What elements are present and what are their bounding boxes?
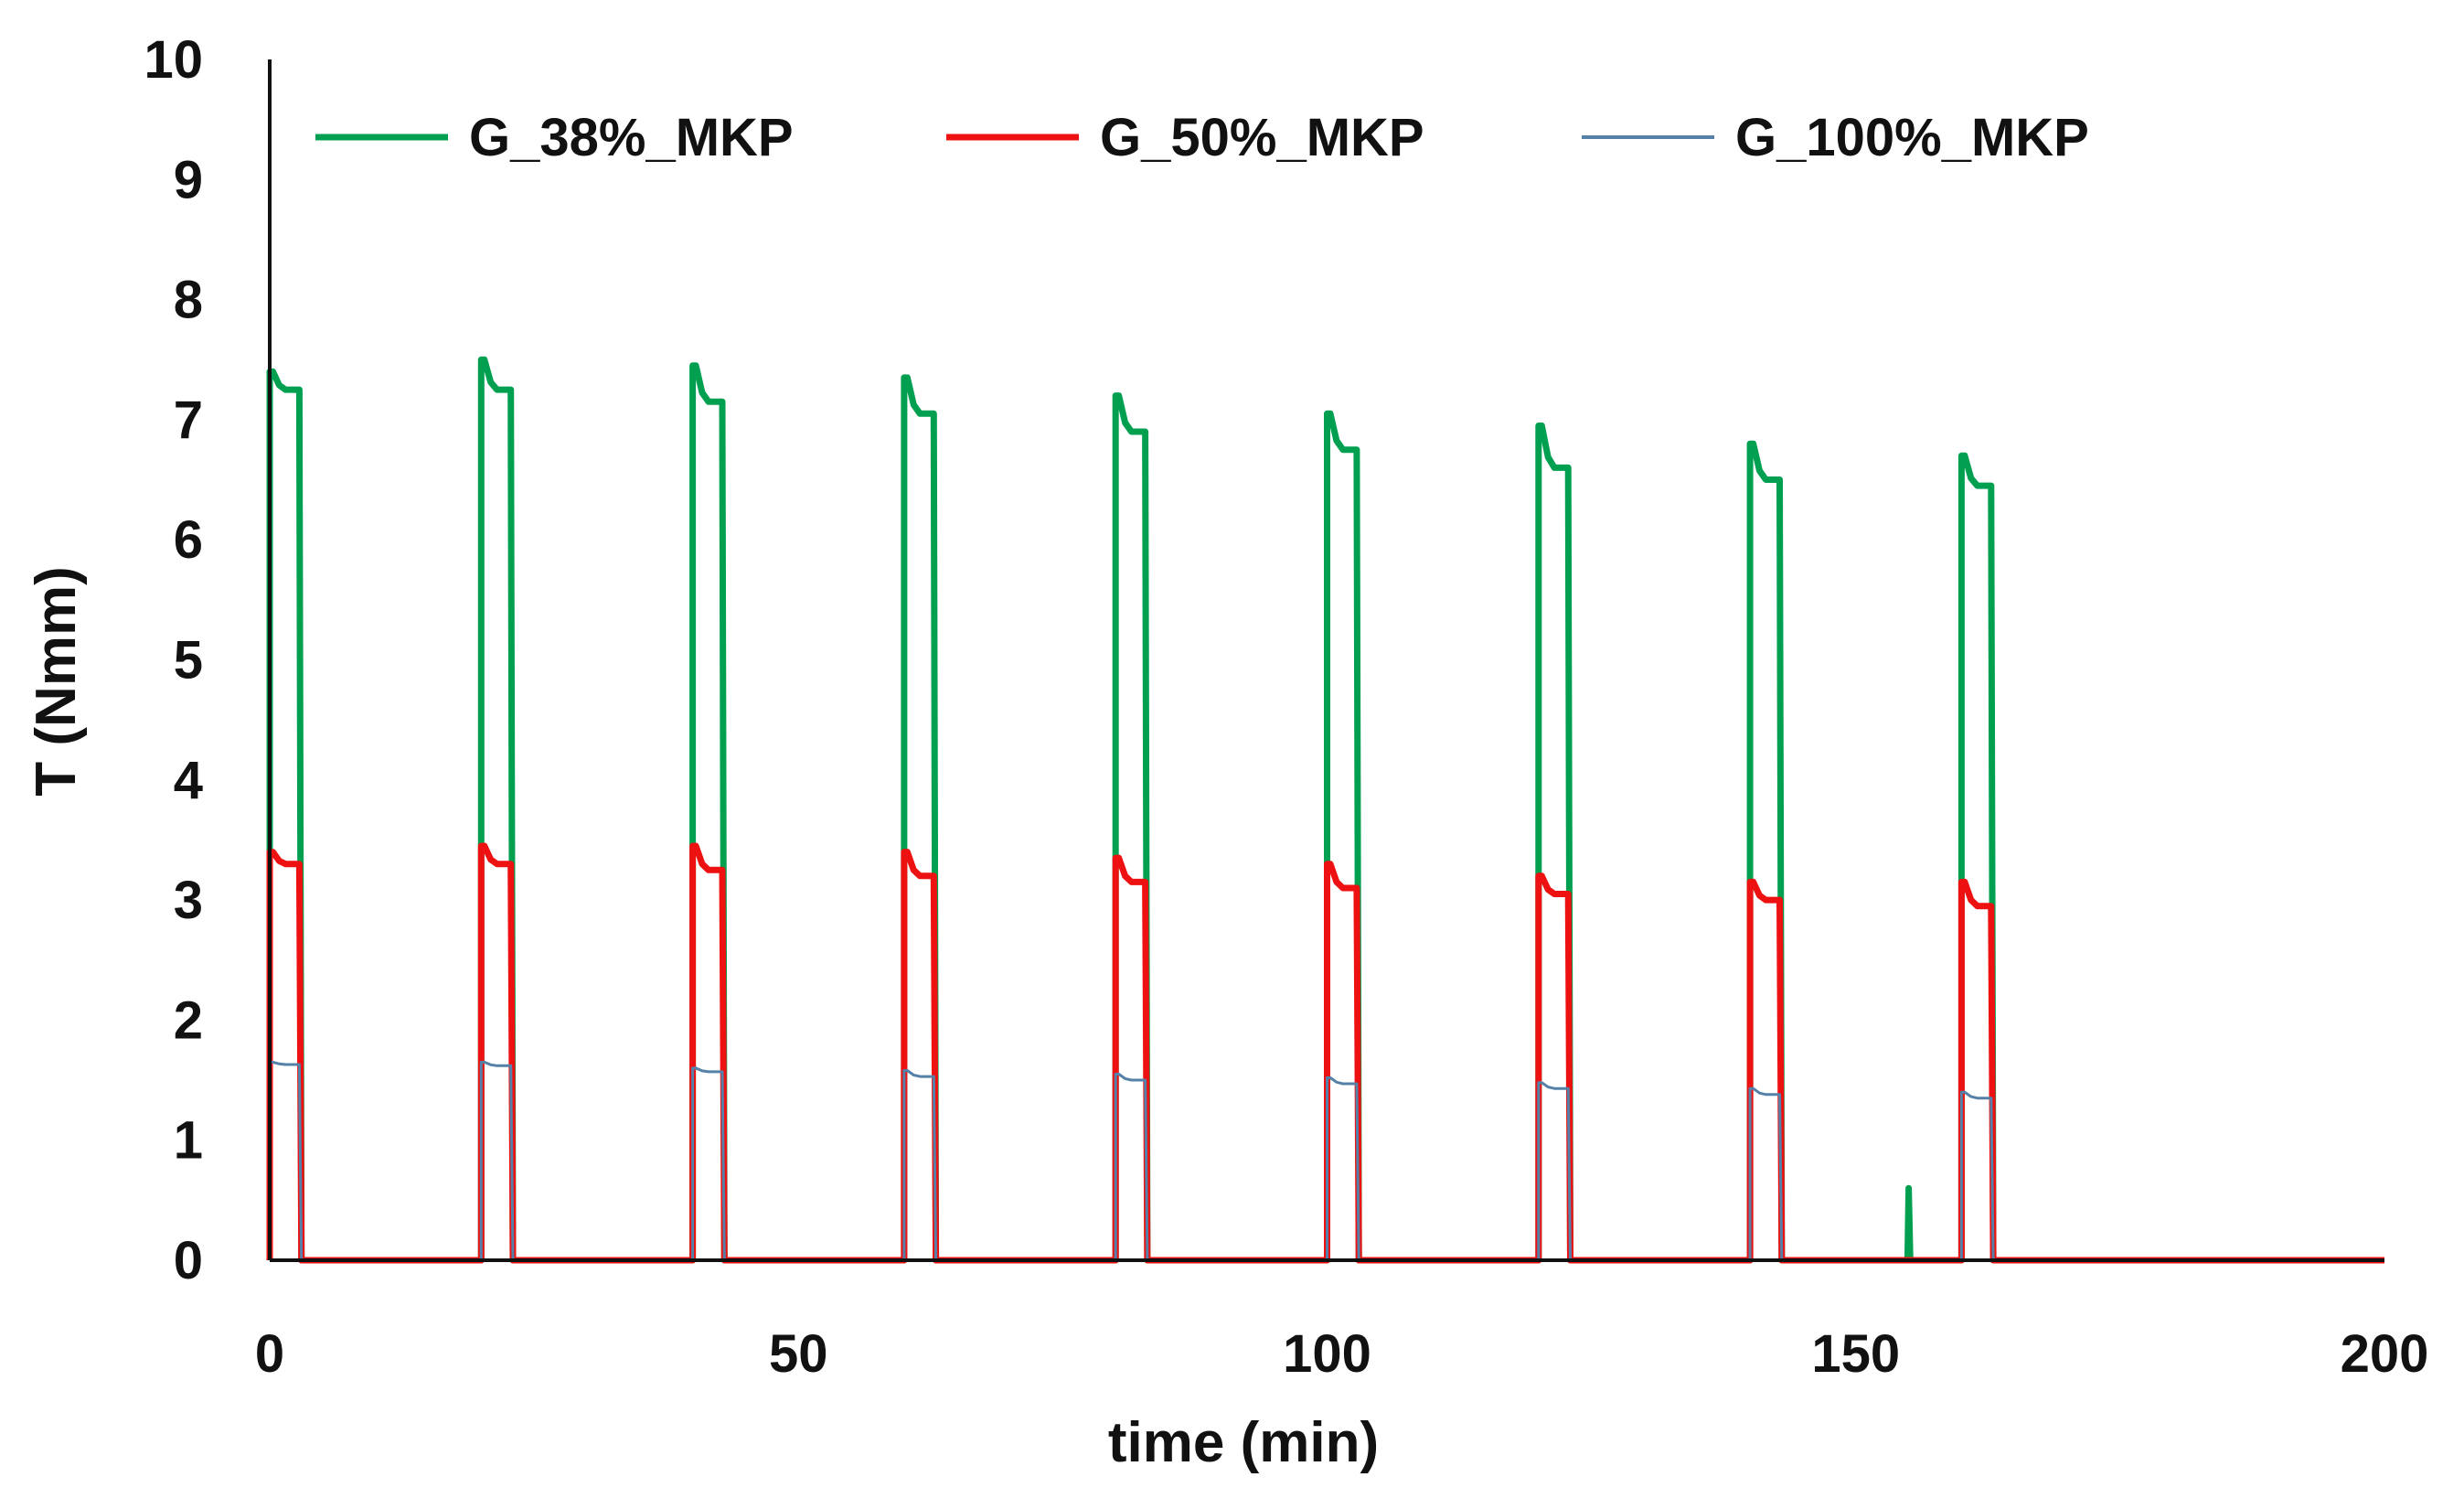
series-lines xyxy=(266,356,2384,1264)
y-axis-title: T (Nmm) xyxy=(25,566,88,796)
legend: G_38%_MKP G_50%_MKP G_100%_MKP xyxy=(315,108,2089,167)
series-line-2 xyxy=(266,842,2384,1264)
y-tick-label: 4 xyxy=(174,751,203,810)
x-tick-label: 200 xyxy=(2341,1324,2429,1384)
y-tick-label: 3 xyxy=(174,871,203,930)
x-tick-label: 100 xyxy=(1283,1324,1371,1384)
y-tick-label: 0 xyxy=(174,1231,203,1290)
y-tick-label: 7 xyxy=(174,391,203,450)
x-tick-label: 150 xyxy=(1811,1324,1900,1384)
legend-label-3: G_100%_MKP xyxy=(1735,108,2089,167)
x-tick-label: 50 xyxy=(769,1324,828,1384)
y-tick-label: 8 xyxy=(174,271,203,330)
y-tick-label: 9 xyxy=(174,150,203,209)
y-tick-label: 6 xyxy=(174,510,203,570)
y-tick-label: 5 xyxy=(174,631,203,690)
x-tick-label: 0 xyxy=(255,1324,284,1384)
legend-label-2: G_50%_MKP xyxy=(1100,108,1424,167)
y-tick-label: 10 xyxy=(144,30,203,90)
y-tick-label: 2 xyxy=(174,990,203,1050)
legend-label-1: G_38%_MKP xyxy=(469,108,794,167)
series-line-3 xyxy=(268,1060,2384,1262)
y-tick-label: 1 xyxy=(174,1111,203,1171)
axes xyxy=(268,59,2384,1262)
x-axis-title: time (min) xyxy=(1108,1411,1379,1474)
